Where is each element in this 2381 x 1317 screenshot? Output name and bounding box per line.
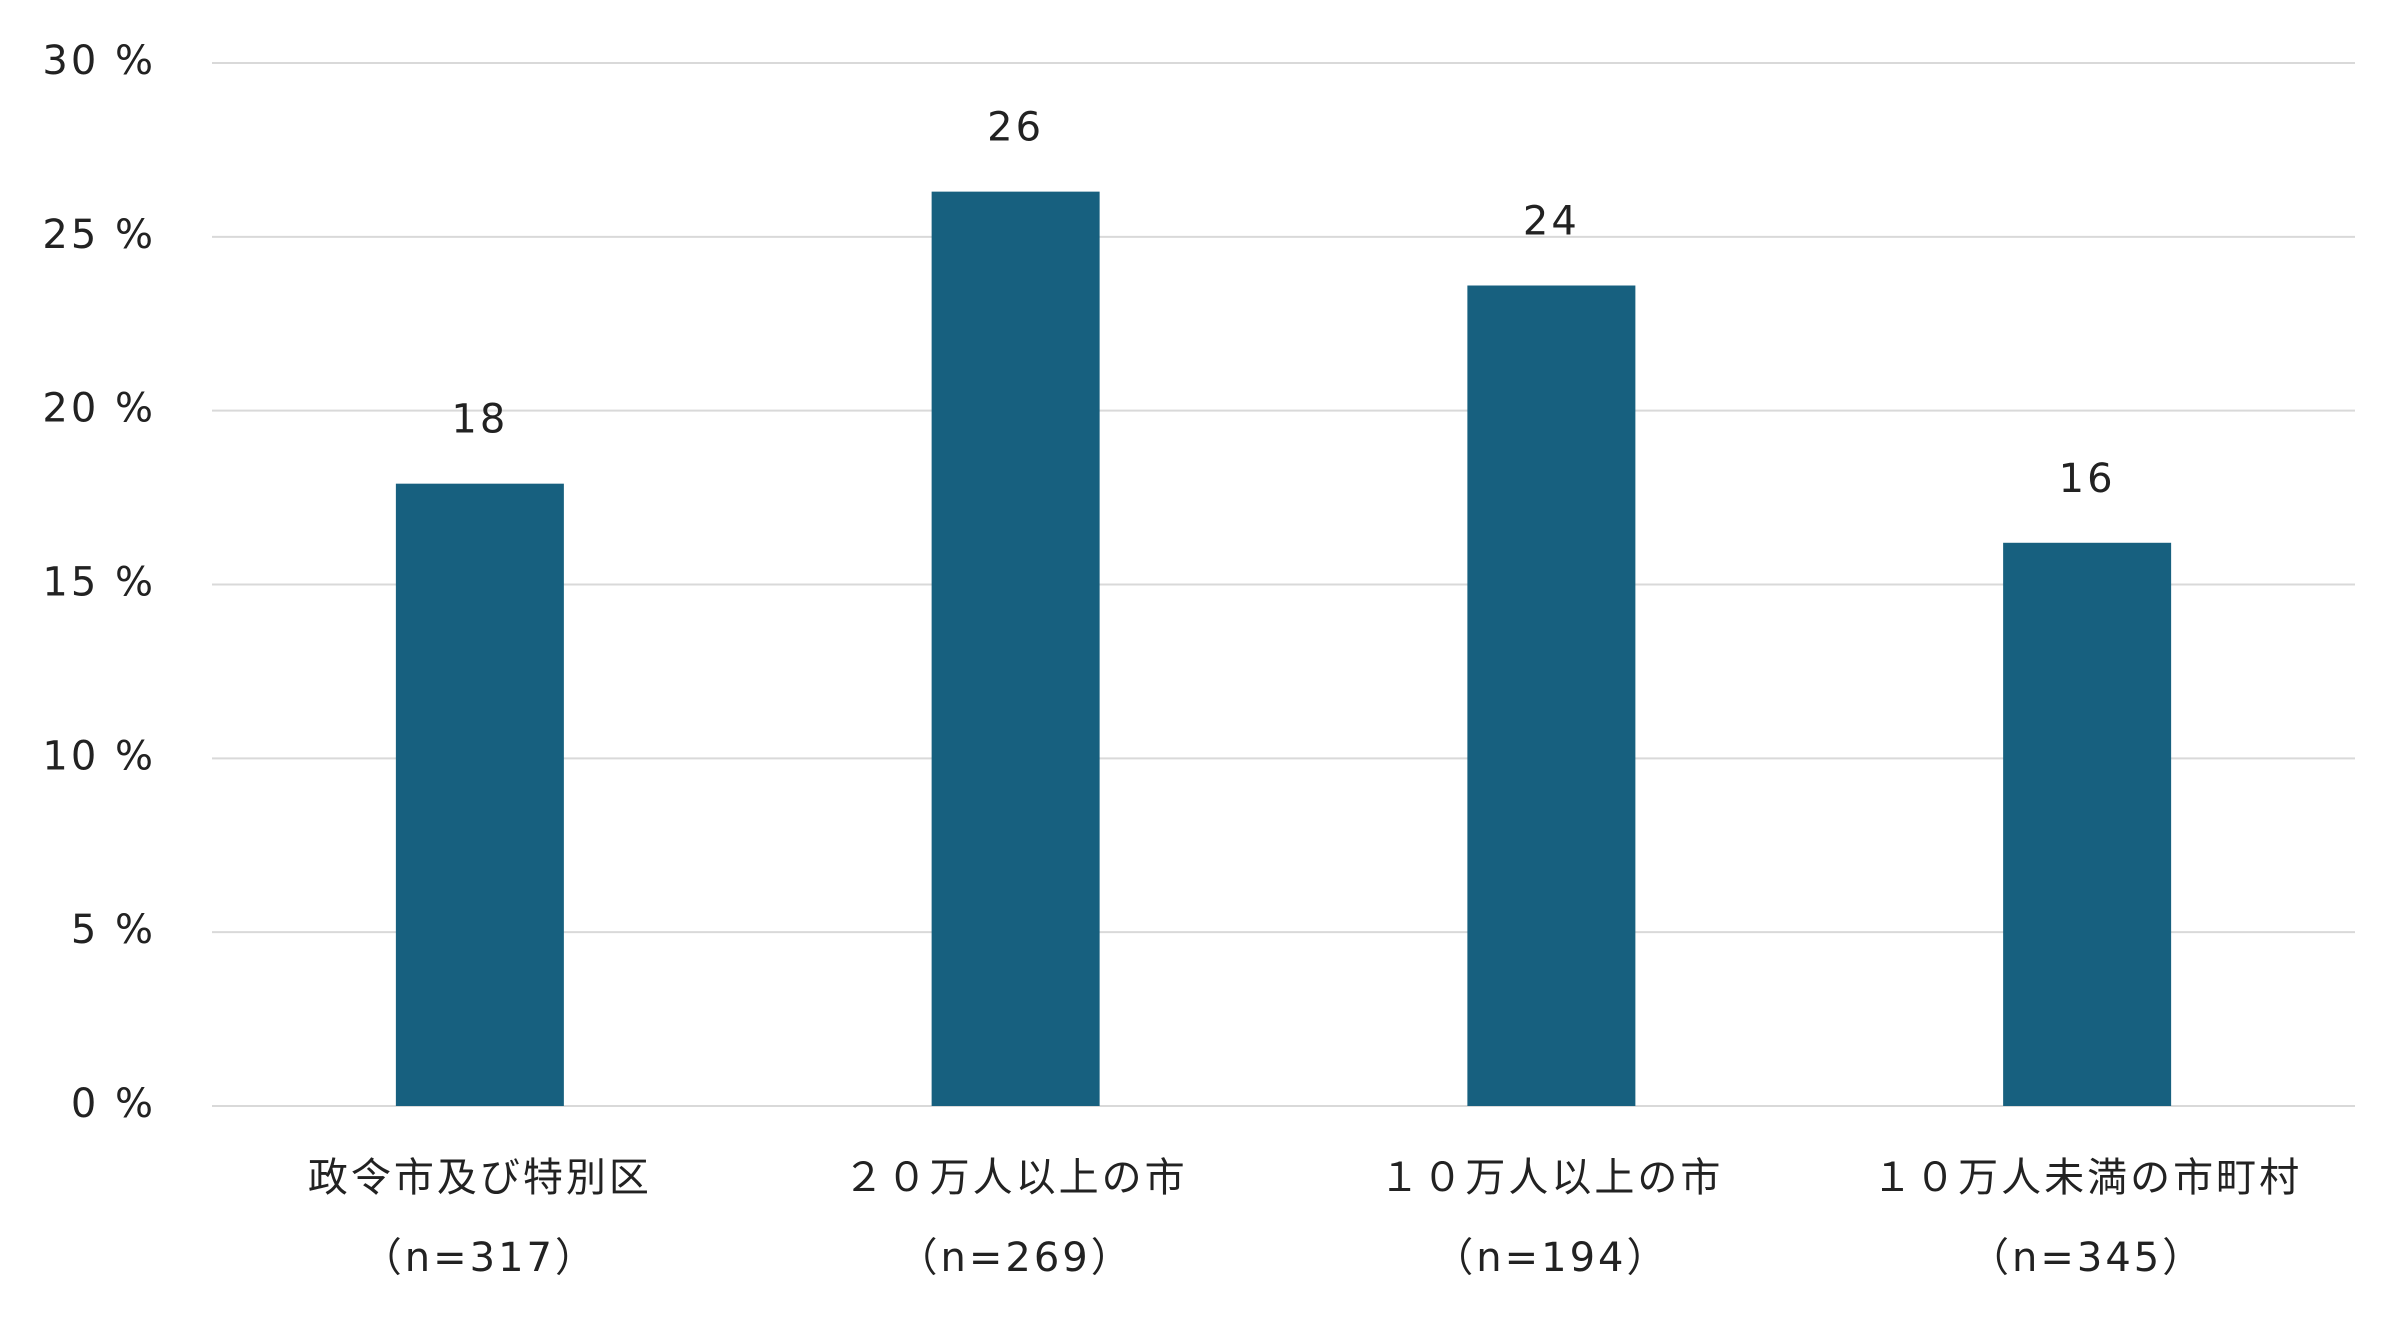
- x-tick-label: 政令市及び特別区: [308, 1155, 652, 1201]
- x-tick-label: １０万人未満の市町村: [1872, 1155, 2302, 1201]
- value-label: 16: [2059, 456, 2116, 502]
- y-tick-label: 20 %: [42, 386, 156, 432]
- y-tick-label: 5 %: [71, 907, 156, 953]
- y-tick-label: 15 %: [42, 560, 156, 606]
- bar: [395, 483, 564, 1107]
- x-tick-label: （n=269）: [898, 1235, 1134, 1281]
- x-tick-label: １０万人以上の市: [1379, 1155, 1723, 1201]
- y-tick-label: 10 %: [42, 733, 156, 779]
- value-label: 24: [1523, 199, 1580, 245]
- y-tick-label: 25 %: [42, 212, 156, 258]
- x-tick-label: （n=345）: [1969, 1235, 2205, 1281]
- y-tick-label: 0 %: [71, 1081, 156, 1127]
- x-tick-label: （n=317）: [362, 1235, 598, 1281]
- x-tick-label: ２０万人以上の市: [844, 1155, 1188, 1201]
- bar: [2003, 542, 2172, 1106]
- value-label: 18: [451, 397, 508, 443]
- bar: [1467, 285, 1636, 1106]
- x-tick-label: （n=194）: [1433, 1235, 1669, 1281]
- bar: [931, 191, 1100, 1107]
- y-tick-label: 30 %: [42, 38, 156, 84]
- value-label: 26: [987, 105, 1044, 151]
